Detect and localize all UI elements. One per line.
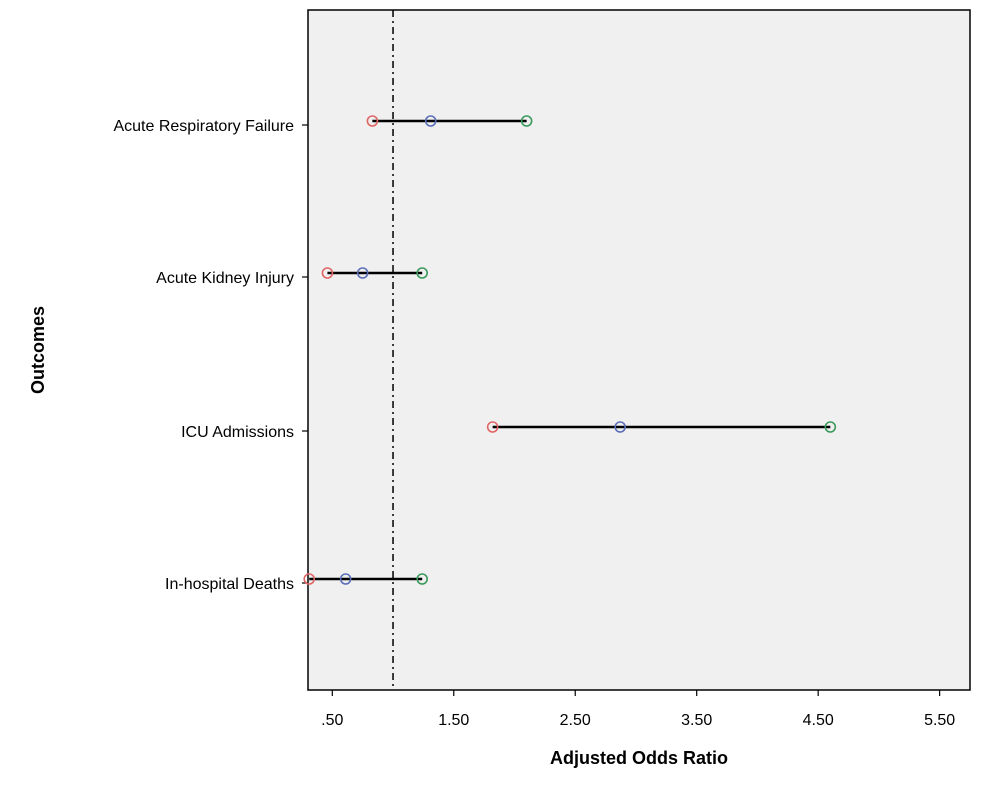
- estimate-point: [339, 573, 352, 585]
- estimate-point: [614, 421, 626, 433]
- estimate-point: [356, 267, 369, 279]
- x-tick-label: .50: [321, 712, 343, 729]
- x-tick-label: 2.50: [560, 712, 591, 729]
- y-axis-title: Outcomes: [28, 306, 48, 394]
- upper-point: [520, 115, 533, 127]
- x-tick-label: 4.50: [803, 712, 834, 729]
- upper-point: [416, 267, 428, 279]
- lower-point: [366, 115, 379, 127]
- x-axis-title: Adjusted Odds Ratio: [550, 748, 728, 768]
- upper-point: [416, 573, 428, 585]
- x-tick-label: 1.50: [438, 712, 469, 729]
- category-label: In-hospital Deaths: [165, 576, 294, 593]
- lower-point: [303, 573, 316, 585]
- lower-point: [321, 267, 334, 279]
- plot-area: [307, 9, 971, 691]
- estimate-point: [424, 115, 437, 127]
- upper-point: [824, 421, 837, 433]
- category-label: Acute Respiratory Failure: [113, 118, 294, 135]
- category-label: Acute Kidney Injury: [156, 270, 294, 287]
- lower-point: [486, 421, 499, 433]
- x-tick-label: 3.50: [681, 712, 712, 729]
- category-label: ICU Admissions: [181, 424, 294, 441]
- x-tick-label: 5.50: [924, 712, 955, 729]
